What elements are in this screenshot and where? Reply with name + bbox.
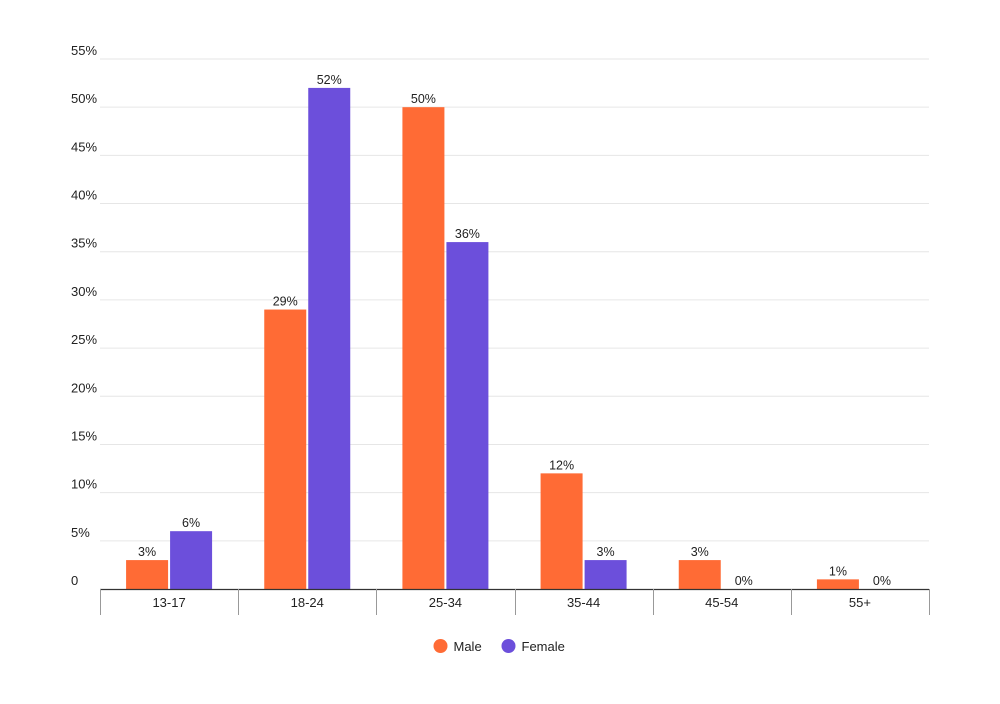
data-label-female-13-17: 6% xyxy=(182,516,200,530)
data-label-female-45-54: 0% xyxy=(735,574,753,588)
y-tick-label: 30% xyxy=(71,284,97,299)
data-label-male-18-24: 29% xyxy=(273,295,298,309)
x-category-label: 45-54 xyxy=(705,595,738,610)
y-tick-label: 15% xyxy=(71,428,97,443)
data-labels: 3% 6% 29% 52% 50% 36% 12% 3% 3% 0% 1% 0% xyxy=(138,73,891,588)
bar-male-35-44[interactable] xyxy=(540,473,583,589)
data-label-female-18-24: 52% xyxy=(317,73,342,87)
legend-label-female: Female xyxy=(522,639,565,654)
x-axis: 13-17 18-24 25-34 35-44 45-54 55+ xyxy=(100,588,930,615)
x-category-label: 18-24 xyxy=(291,595,324,610)
bar-male-18-24[interactable] xyxy=(264,309,307,589)
x-category-label: 35-44 xyxy=(567,595,600,610)
legend-item-female[interactable]: Female xyxy=(501,639,565,654)
bar-female-13-17[interactable] xyxy=(170,531,213,589)
data-label-female-35-44: 3% xyxy=(597,545,615,559)
y-tick-label: 45% xyxy=(71,139,97,154)
bar-female-35-44[interactable] xyxy=(584,560,627,589)
y-tick-label: 10% xyxy=(71,477,97,492)
bars xyxy=(126,87,859,589)
y-tick-label: 20% xyxy=(71,380,97,395)
legend-swatch-female xyxy=(501,639,516,653)
y-tick-label: 35% xyxy=(71,236,97,251)
data-label-male-13-17: 3% xyxy=(138,545,156,559)
y-tick-label: 50% xyxy=(71,91,97,106)
bar-male-45-54[interactable] xyxy=(678,560,721,589)
y-tick-label: 5% xyxy=(71,525,90,540)
x-category-label: 13-17 xyxy=(152,595,185,610)
legend-item-male[interactable]: Male xyxy=(433,639,482,654)
gridlines xyxy=(100,58,929,542)
x-category-label: 25-34 xyxy=(429,595,462,610)
legend-label-male: Male xyxy=(454,639,482,654)
x-category-label: 55+ xyxy=(849,595,871,610)
data-label-male-45-54: 3% xyxy=(691,545,709,559)
bar-female-18-24[interactable] xyxy=(308,87,351,589)
data-label-male-55+: 1% xyxy=(829,564,847,578)
bar-male-55+[interactable] xyxy=(816,579,859,589)
y-tick-label: 25% xyxy=(71,332,97,347)
y-tick-label: 40% xyxy=(71,188,97,203)
bar-male-25-34[interactable] xyxy=(402,107,445,589)
y-axis-tick-labels: 0 5% 10% 15% 20% 25% 30% 35% 40% 45% 50% 55% xyxy=(71,43,97,588)
y-tick-label: 0 xyxy=(71,573,78,588)
data-label-female-55+: 0% xyxy=(873,574,891,588)
bar-female-25-34[interactable] xyxy=(446,242,489,589)
legend-swatch-male xyxy=(433,639,448,653)
legend[interactable]: Male Female xyxy=(433,639,565,654)
data-label-male-35-44: 12% xyxy=(549,458,574,472)
data-label-female-25-34: 36% xyxy=(455,227,480,241)
data-label-male-25-34: 50% xyxy=(411,92,436,106)
bar-male-13-17[interactable] xyxy=(126,560,169,589)
y-tick-label: 55% xyxy=(71,43,97,58)
